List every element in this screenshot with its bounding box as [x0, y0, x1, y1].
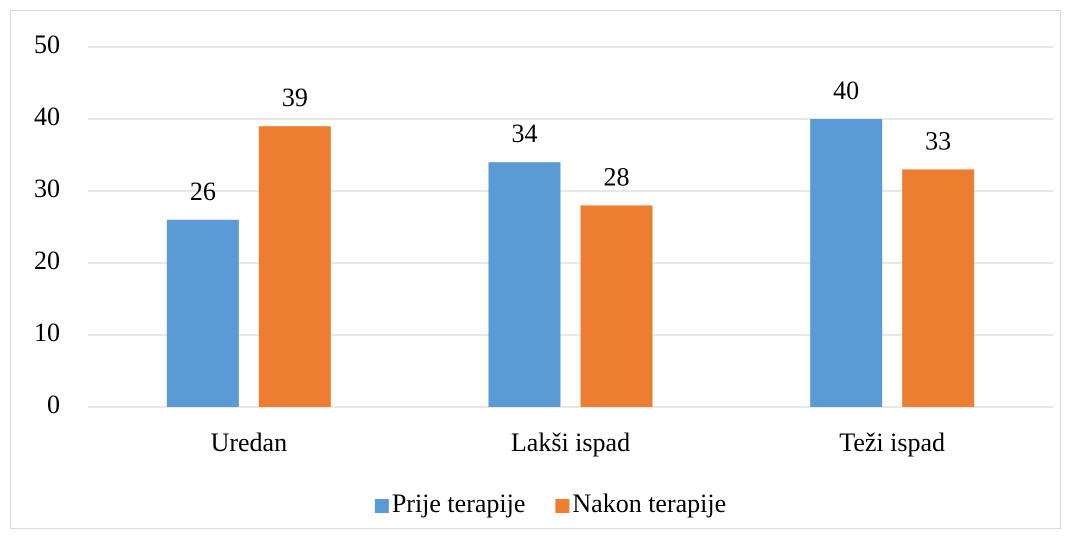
data-label: 40: [833, 76, 859, 105]
data-label: 34: [512, 119, 538, 148]
y-tick-label: 0: [47, 390, 60, 419]
legend-swatch: [374, 499, 389, 513]
legend-label: Nakon terapije: [572, 489, 726, 518]
bar: [580, 205, 653, 407]
y-tick-label: 10: [34, 318, 60, 347]
data-label: 26: [190, 177, 216, 206]
data-label: 28: [604, 162, 630, 191]
legend-swatch: [555, 499, 570, 513]
bar: [166, 219, 239, 407]
data-label: 33: [925, 126, 951, 155]
x-tick-label: Uredan: [211, 428, 288, 457]
x-tick-label: Lakši ispad: [511, 428, 630, 457]
data-label: 39: [282, 83, 308, 112]
x-tick-label: Teži ispad: [839, 428, 945, 457]
bar: [258, 126, 331, 407]
bar: [488, 162, 561, 407]
y-tick-label: 40: [34, 102, 60, 131]
y-tick-label: 50: [34, 30, 60, 59]
bar: [810, 119, 883, 407]
y-tick-label: 30: [34, 174, 60, 203]
bar: [902, 169, 975, 407]
y-tick-label: 20: [34, 246, 60, 275]
legend-label: Prije terapije: [392, 489, 526, 518]
